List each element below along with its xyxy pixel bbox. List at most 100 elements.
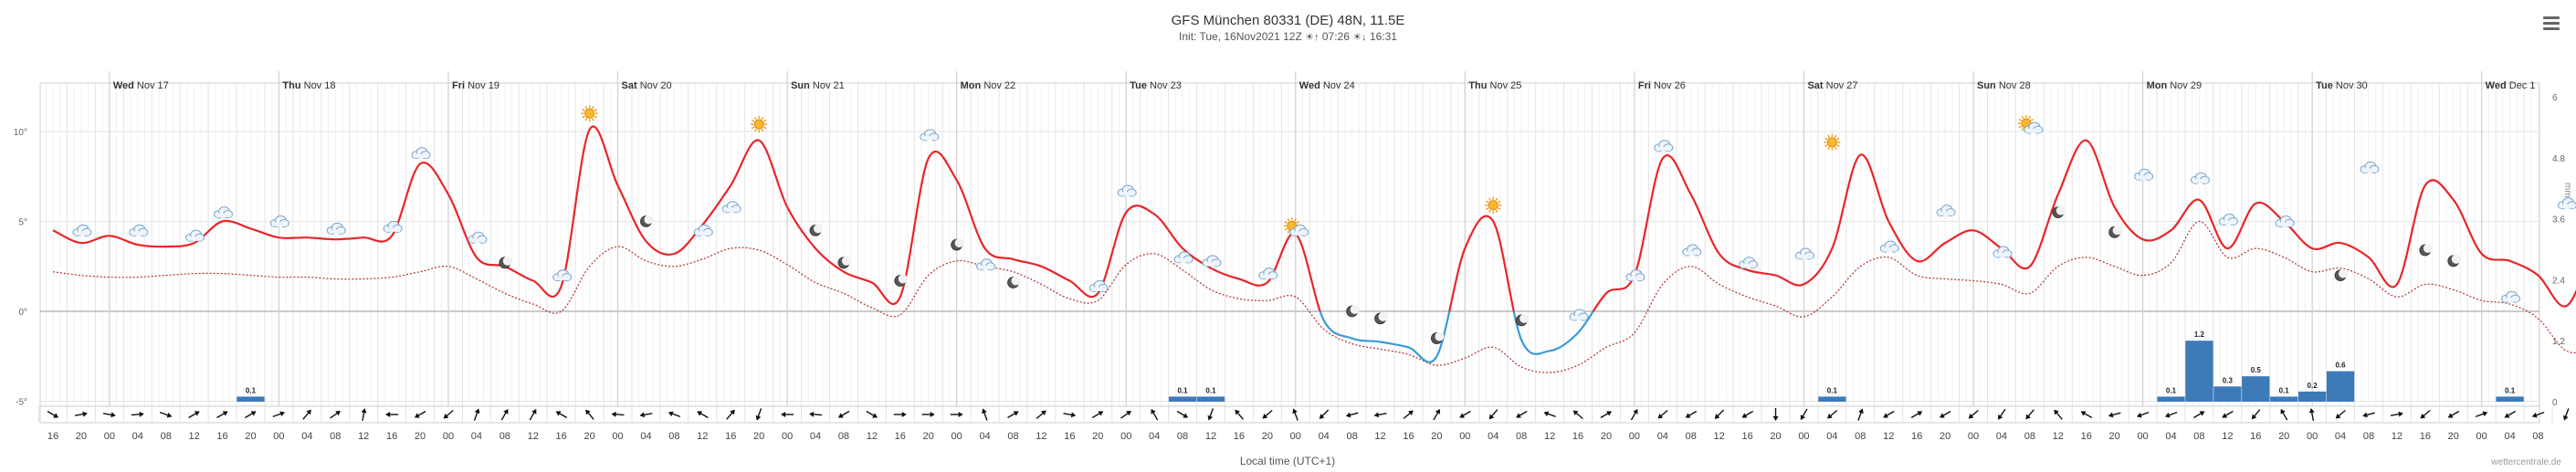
wind-arrow-head (2251, 414, 2257, 420)
moon-icon (2334, 268, 2349, 282)
cloud-part (1176, 257, 1192, 263)
wind-arrow-head (194, 411, 200, 416)
wind-arrow-icon (1459, 410, 1471, 418)
moon-cut (2423, 244, 2433, 254)
cloud-icon (920, 129, 940, 142)
wind-arrow-head (611, 411, 616, 417)
wind-arrow-icon (1572, 410, 1583, 420)
x-tick-label: 16 (1064, 431, 1075, 442)
wind-arrow-head (668, 411, 674, 417)
x-tick-label: 08 (330, 431, 341, 442)
x-tick-label: 12 (2053, 431, 2064, 442)
hamburger-menu-icon[interactable] (2543, 16, 2560, 31)
sun-disc (1826, 137, 1837, 148)
wind-arrow-head (1940, 413, 1945, 418)
wind-arrow-head (930, 412, 935, 417)
wind-arrow-icon (2080, 411, 2093, 419)
moon-cut (502, 256, 512, 266)
sunset-time: 16:31 (1369, 30, 1397, 43)
x-tick-label: 04 (979, 431, 990, 442)
x-tick-label: 12 (2222, 431, 2233, 442)
moon-icon (2052, 205, 2066, 219)
x-tick-label: 04 (471, 431, 482, 442)
cloud-part (1684, 251, 1699, 256)
sunrise-time: 07:26 (1321, 30, 1350, 43)
chart-title: GFS München 80331 (DE) 48N, 11.5E (1171, 13, 1405, 28)
x-tick-label: 16 (386, 431, 397, 442)
day-label: Sun Nov 28 (1977, 80, 2031, 91)
wind-arrow-head (1800, 414, 1806, 421)
sun-disc (1488, 200, 1498, 211)
weather-icons (72, 105, 2576, 344)
precip-label: 0.1 (2279, 386, 2290, 394)
wind-arrow-icon (809, 411, 823, 417)
wind-arrow-head (809, 411, 815, 417)
x-tick-label: 20 (76, 431, 87, 442)
cloud-icon (1654, 140, 1674, 152)
wind-arrow-head (1262, 413, 1268, 419)
wind-arrow-icon (893, 412, 907, 417)
cloud-part (2025, 129, 2041, 133)
wind-arrow-icon (2251, 409, 2261, 420)
precip-label: 0.1 (1827, 386, 1838, 394)
wind-arrow-head (1459, 413, 1466, 418)
moon-icon (1007, 276, 1021, 288)
wind-arrow-head (1435, 408, 1440, 414)
wind-arrow-head (1685, 413, 1691, 418)
wind-arrow-head (872, 413, 878, 418)
wind-arrow-icon (1800, 408, 1808, 421)
cloud-part (978, 265, 994, 270)
wind-arrow-icon (1543, 411, 1556, 418)
x-tick-label: 20 (1431, 431, 1442, 442)
y-axis-left: 10° 5° 0° -5° (14, 128, 27, 408)
cloud-icon (1625, 269, 1645, 282)
wind-arrow-icon (1120, 410, 1131, 419)
wind-arrow-head (82, 411, 88, 417)
wind-arrow-icon (1007, 411, 1019, 419)
y-tick-label-right: 0 (2552, 398, 2558, 408)
precip-label: 0.5 (2251, 366, 2262, 374)
wind-arrow-head (2482, 411, 2488, 417)
sun-ray (594, 115, 597, 119)
x-tick-label: 20 (245, 431, 256, 442)
wind-arrow-icon (1345, 412, 1359, 418)
x-tick-label: 12 (1205, 431, 1216, 442)
wind-arrow-head (2362, 412, 2368, 418)
sun-ray (1498, 200, 1501, 204)
sun-ray (2018, 125, 2023, 129)
wind-arrow-head (1917, 411, 1923, 416)
wind-arrow-head (639, 412, 646, 418)
x-tick-label: 12 (2392, 431, 2403, 442)
sun-ray (1498, 207, 1501, 210)
x-tick-label: 08 (1346, 431, 1357, 442)
wind-arrow-icon (2108, 412, 2121, 418)
cloud-part (1091, 287, 1107, 291)
wind-arrow-icon (1997, 408, 2006, 420)
cloud-icon (468, 231, 488, 244)
wind-arrow-head (1516, 413, 1521, 418)
precip-label: 1.2 (2194, 330, 2205, 339)
x-tick-label: 20 (415, 431, 426, 442)
wind-arrow-head (2280, 408, 2286, 414)
cloud-part (1740, 263, 1756, 268)
moon-icon (837, 256, 851, 269)
x-tick-label: 16 (1741, 431, 1752, 442)
x-tick-label: 04 (810, 431, 821, 442)
sun-ray (751, 119, 755, 122)
day-label: Tue Nov 23 (1130, 80, 1182, 91)
day-label: Fri Nov 26 (1638, 80, 1686, 91)
x-tick-labels: 16 20 00 04 08 12 16 20 00 04 08 12 16 20 00 04 08 12 16 20… (47, 431, 2544, 442)
wind-arrow-icon (2390, 411, 2403, 417)
sun-ray (1294, 218, 1297, 222)
wind-arrow-icon (216, 411, 228, 419)
wind-arrow-icon (950, 412, 963, 417)
wind-arrow-head (1126, 410, 1131, 416)
cloud-icon (721, 201, 741, 214)
cloud-part (1882, 247, 1898, 252)
wind-arrow-head (958, 412, 963, 417)
init-time: Init: Tue, 16Nov2021 12Z (1179, 30, 1302, 43)
cloud-icon (1173, 251, 1193, 264)
sun-ray (1287, 218, 1290, 222)
dewpoint-line (52, 220, 2576, 373)
x-tick-label: 08 (499, 431, 510, 442)
